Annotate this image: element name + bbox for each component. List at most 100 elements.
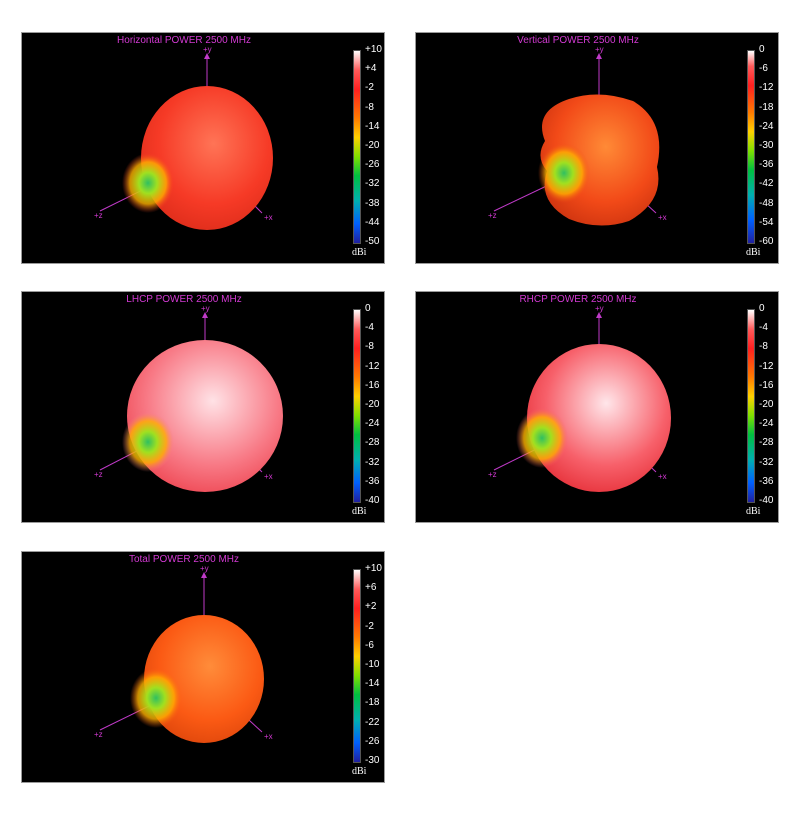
scale-tick-label: -36 — [759, 159, 774, 171]
color-scale-bar — [353, 569, 361, 763]
null-region — [122, 153, 174, 213]
scale-tick-label: -26 — [365, 735, 380, 747]
color-scale-bar — [353, 50, 361, 244]
scale-tick-label: -32 — [759, 456, 774, 468]
unit-label: dBi — [352, 506, 367, 517]
scale-tick-label: -60 — [759, 236, 774, 247]
scale-tick-label: -32 — [365, 178, 380, 190]
scale-tick-label: +2 — [365, 601, 377, 613]
scale-tick-label: -6 — [759, 63, 768, 75]
x-axis-label: +x — [264, 732, 273, 741]
3d-pattern-view — [99, 312, 283, 492]
null-region — [516, 408, 568, 468]
scale-tick-label: -26 — [365, 159, 380, 171]
scale-tick-label: -12 — [759, 360, 774, 372]
x-axis-label: +x — [658, 472, 667, 481]
plot-title: Total POWER 2500 MHz — [128, 554, 240, 565]
scale-tick-label: -12 — [759, 82, 774, 94]
plot-title: RHCP POWER 2500 MHz — [519, 294, 637, 305]
3d-pattern-view — [99, 53, 273, 230]
scale-tick-label: -16 — [365, 379, 380, 391]
scale-tick-label: -54 — [759, 216, 774, 228]
scale-tick-label: -40 — [365, 495, 380, 506]
plot-title: Horizontal POWER 2500 MHz — [117, 35, 251, 46]
null-region — [122, 412, 174, 472]
scale-tick-label: -24 — [759, 418, 774, 430]
3d-pattern-view — [493, 312, 671, 492]
plot-title: Vertical POWER 2500 MHz — [517, 35, 639, 46]
scale-tick-label: -18 — [365, 697, 380, 709]
scale-tick-label: -38 — [365, 197, 380, 209]
pattern-surface — [141, 86, 273, 230]
unit-label: dBi — [352, 247, 367, 258]
scale-tick-label: -6 — [365, 639, 374, 651]
scale-tick-label: -36 — [365, 475, 380, 487]
x-axis-label: +x — [264, 472, 273, 481]
3d-pattern-view — [99, 572, 264, 743]
scale-tick-label: -4 — [759, 322, 768, 334]
x-axis-label: +x — [264, 213, 273, 222]
scale-tick-label: -8 — [365, 101, 374, 113]
radiation-plot-rhcp: RHCP POWER 2500 MHz 0 -4 -8 -12 -16 -20 -24 -28… — [415, 291, 779, 523]
scale-tick-label: -18 — [759, 101, 774, 113]
y-axis-label: +y — [201, 304, 210, 313]
color-scale-bar — [747, 50, 755, 244]
scale-tick-label: -4 — [365, 322, 374, 334]
z-axis-label: +z — [94, 211, 103, 220]
z-axis-label: +z — [94, 470, 103, 479]
scale-tick-label: -2 — [365, 620, 374, 632]
scale-tick-label: -44 — [365, 216, 380, 228]
scale-tick-label: -22 — [365, 716, 380, 728]
scale-tick-label: +10 — [365, 44, 382, 55]
scale-tick-label: -14 — [365, 120, 380, 132]
y-axis-arrow — [202, 312, 208, 318]
radiation-plot-vertical: Vertical POWER 2500 MHz 0 -6 -12 -18 -24 -30 -… — [415, 32, 779, 264]
z-axis-label: +z — [488, 211, 497, 220]
scale-tick-label: -20 — [365, 399, 380, 410]
z-axis-label: +z — [488, 470, 497, 479]
scale-tick-label: -50 — [365, 236, 380, 247]
y-axis-label: +y — [200, 564, 209, 573]
scale-tick-label: 0 — [759, 44, 765, 55]
scale-tick-label: +6 — [365, 582, 377, 594]
scale-tick-label: -28 — [365, 437, 380, 449]
null-region — [538, 143, 590, 203]
scale-tick-label: -12 — [365, 360, 380, 372]
scale-tick-label: 0 — [759, 303, 765, 314]
scale-tick-label: -36 — [759, 475, 774, 487]
scale-tick-label: -24 — [759, 120, 774, 132]
scale-tick-label: -20 — [365, 140, 380, 151]
scale-tick-label: -2 — [365, 82, 374, 94]
x-axis-label: +x — [658, 213, 667, 222]
color-scale-bar — [747, 309, 755, 503]
scale-tick-label: -42 — [759, 178, 774, 190]
y-axis-arrow — [201, 572, 207, 578]
radiation-plot-total: Total POWER 2500 MHz +10 +6 +2 -2 -6 -10 -14 -1… — [21, 551, 385, 783]
z-axis-label: +z — [94, 730, 103, 739]
scale-tick-label: -30 — [365, 755, 380, 766]
scale-tick-label: -32 — [365, 456, 380, 468]
unit-label: dBi — [352, 766, 367, 777]
y-axis-label: +y — [203, 45, 212, 54]
y-axis-arrow — [204, 53, 210, 59]
scale-tick-label: +10 — [365, 563, 382, 574]
scale-tick-label: 0 — [365, 303, 371, 314]
scale-tick-label: -8 — [759, 341, 768, 353]
3d-pattern-view — [493, 53, 660, 226]
y-axis-label: +y — [595, 45, 604, 54]
scale-tick-label: -40 — [759, 495, 774, 506]
radiation-plot-lhcp: LHCP POWER 2500 MHz 0 -4 -8 -12 -16 -20 -24 -28… — [21, 291, 385, 523]
scale-tick-label: -16 — [759, 379, 774, 391]
scale-tick-label: -20 — [759, 399, 774, 410]
scale-tick-label: -24 — [365, 418, 380, 430]
scale-tick-label: -30 — [759, 140, 774, 151]
scale-tick-label: -48 — [759, 197, 774, 209]
scale-tick-label: +4 — [365, 63, 377, 75]
color-scale-bar — [353, 309, 361, 503]
scale-tick-label: -10 — [365, 659, 380, 670]
y-axis-label: +y — [595, 304, 604, 313]
unit-label: dBi — [746, 247, 761, 258]
unit-label: dBi — [746, 506, 761, 517]
plot-title: LHCP POWER 2500 MHz — [126, 294, 242, 305]
radiation-plot-horizontal: Horizontal POWER 2500 MHz +10 +4 -2 -8 -14 -2… — [21, 32, 385, 264]
